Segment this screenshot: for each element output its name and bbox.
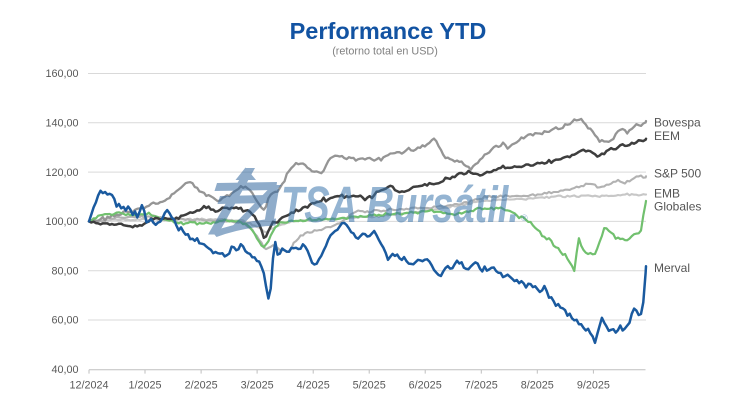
svg-text:100,00: 100,00 [45, 216, 78, 228]
svg-text:Merval: Merval [654, 261, 690, 275]
svg-text:5/2025: 5/2025 [353, 379, 386, 391]
svg-text:TSA Bursátil.: TSA Bursátil. [281, 176, 519, 233]
svg-text:®: ® [521, 213, 528, 223]
svg-text:EEM: EEM [654, 129, 680, 143]
svg-text:12/2024: 12/2024 [69, 379, 108, 391]
svg-text:120,00: 120,00 [45, 167, 78, 179]
svg-text:40,00: 40,00 [51, 364, 78, 376]
svg-text:EMB: EMB [654, 186, 680, 200]
svg-text:Bovespa: Bovespa [654, 115, 701, 129]
svg-text:(retorno total en USD): (retorno total en USD) [332, 45, 438, 57]
svg-text:6/2025: 6/2025 [409, 379, 442, 391]
svg-text:Globales: Globales [654, 200, 701, 214]
svg-text:1/2025: 1/2025 [128, 379, 161, 391]
svg-text:7/2025: 7/2025 [465, 379, 498, 391]
svg-text:80,00: 80,00 [51, 265, 78, 277]
svg-text:Performance YTD: Performance YTD [290, 18, 487, 44]
svg-text:60,00: 60,00 [51, 315, 78, 327]
svg-text:160,00: 160,00 [45, 68, 78, 80]
svg-text:8/2025: 8/2025 [521, 379, 554, 391]
svg-text:3/2025: 3/2025 [241, 379, 274, 391]
svg-text:2/2025: 2/2025 [185, 379, 218, 391]
svg-text:140,00: 140,00 [45, 118, 78, 130]
svg-text:9/2025: 9/2025 [577, 379, 610, 391]
svg-text:S&P 500: S&P 500 [654, 166, 701, 180]
svg-text:4/2025: 4/2025 [297, 379, 330, 391]
